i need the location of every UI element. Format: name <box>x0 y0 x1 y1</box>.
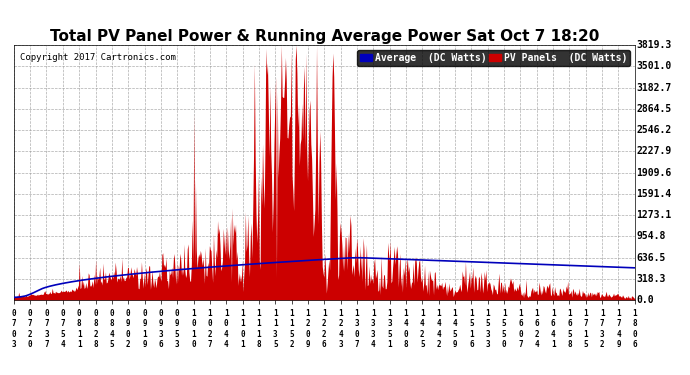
Text: 2227.9: 2227.9 <box>636 146 671 156</box>
Text: 1909.6: 1909.6 <box>636 168 671 177</box>
Text: 2864.5: 2864.5 <box>636 104 671 114</box>
Text: 3501.0: 3501.0 <box>636 61 671 71</box>
Title: Total PV Panel Power & Running Average Power Sat Oct 7 18:20: Total PV Panel Power & Running Average P… <box>50 29 599 44</box>
Text: 318.3: 318.3 <box>636 274 665 284</box>
Text: Copyright 2017 Cartronics.com: Copyright 2017 Cartronics.com <box>20 53 176 62</box>
Text: 3182.7: 3182.7 <box>636 82 671 93</box>
Text: 1591.4: 1591.4 <box>636 189 671 199</box>
Text: 1273.1: 1273.1 <box>636 210 671 220</box>
Text: 2546.2: 2546.2 <box>636 125 671 135</box>
Text: 3819.3: 3819.3 <box>636 40 671 50</box>
Text: 954.8: 954.8 <box>636 231 665 241</box>
Text: 0.0: 0.0 <box>636 295 653 305</box>
Text: 636.5: 636.5 <box>636 252 665 262</box>
Legend: Average  (DC Watts), PV Panels  (DC Watts): Average (DC Watts), PV Panels (DC Watts) <box>357 50 630 66</box>
